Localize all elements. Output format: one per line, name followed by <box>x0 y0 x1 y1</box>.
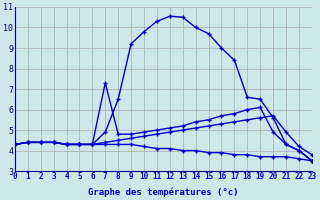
X-axis label: Graphe des températures (°c): Graphe des températures (°c) <box>88 187 239 197</box>
